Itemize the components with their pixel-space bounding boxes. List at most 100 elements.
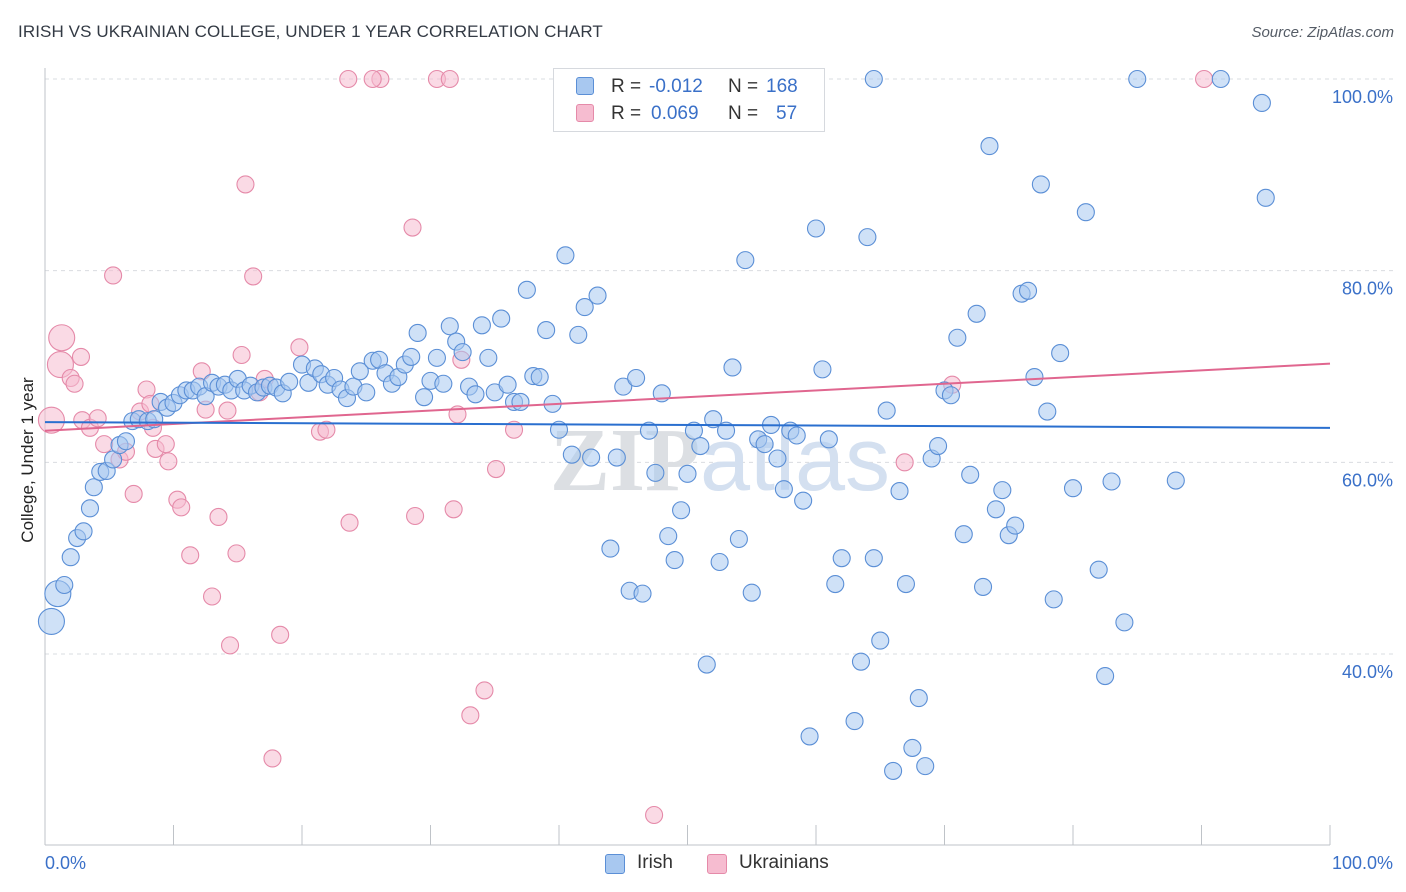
irish-point (415, 388, 434, 407)
irish-swatch (576, 77, 594, 95)
irish-point (1102, 472, 1121, 491)
irish-point (826, 574, 845, 594)
y-axis-label: College, Under 1 year (18, 377, 37, 543)
irish-point (549, 420, 569, 439)
irish-point (84, 478, 103, 497)
irish-point (884, 761, 903, 780)
ukrainians-point (504, 420, 524, 439)
irish-point (871, 631, 890, 650)
legend-irish-swatch (605, 854, 625, 874)
irish-point (768, 449, 787, 468)
irish-point (434, 374, 453, 393)
irish-points (37, 69, 1275, 780)
ukrainians-point (244, 267, 263, 286)
ukrainians-point (406, 506, 425, 526)
legend-ukrainians-swatch (707, 854, 727, 874)
irish-point (832, 549, 851, 568)
irish-point (1096, 666, 1115, 686)
irish-point (1063, 479, 1083, 498)
irish-point (697, 655, 716, 674)
ukrainians-point (645, 805, 664, 825)
ukrainians-swatch (576, 104, 594, 122)
irish-point (1038, 402, 1057, 421)
ukrainians-point (104, 266, 123, 285)
ukrainians-point (88, 409, 107, 428)
irish-point (877, 401, 896, 420)
irish-point (646, 463, 665, 482)
irish-point (845, 712, 864, 731)
n-value: 168 (766, 76, 798, 97)
stats-row-ukrainians: R = 0.069 N = 57 (554, 101, 824, 127)
irish-point (896, 574, 916, 594)
irish-point (890, 482, 909, 501)
irish-point (909, 689, 928, 708)
irish-point (1044, 590, 1063, 609)
irish-point (948, 328, 967, 347)
ukrainians-point (340, 513, 359, 532)
ukrainians-point (317, 420, 336, 439)
irish-point (588, 286, 607, 305)
irish-point (710, 552, 729, 572)
irish-point (723, 358, 742, 377)
irish-point (1211, 69, 1230, 89)
ukrainians-point (218, 401, 237, 420)
irish-point (742, 583, 761, 602)
irish-point (633, 584, 652, 603)
irish-point (672, 501, 691, 520)
irish-point (659, 527, 678, 546)
trend-layer (44, 362, 1331, 432)
irish-point (639, 421, 659, 440)
irish-point (280, 372, 299, 391)
ukrainians-point (172, 498, 191, 517)
irish-point (678, 464, 697, 483)
irish-point (408, 323, 427, 343)
irish-point (498, 375, 517, 394)
irish-point (517, 280, 536, 299)
ukrainians-point (271, 625, 290, 644)
irish-point (607, 448, 626, 467)
irish-point (1166, 471, 1185, 490)
irish-point (967, 304, 986, 323)
irish-point (1089, 560, 1108, 579)
irish-point (1128, 69, 1147, 89)
irish-point (774, 480, 793, 499)
irish-point (1006, 516, 1025, 535)
irish-trend-line (44, 421, 1331, 429)
irish-point (562, 445, 581, 464)
irish-point (569, 325, 588, 344)
ukrainians-point (486, 459, 506, 479)
ukrainians-trend-line (44, 362, 1331, 432)
irish-point (530, 367, 549, 387)
irish-point (1252, 93, 1271, 113)
irish-point (575, 298, 594, 317)
irish-point (929, 436, 948, 456)
irish-point (787, 426, 806, 445)
ukrainians-point (1195, 69, 1214, 89)
irish-point (864, 549, 883, 568)
irish-point (941, 386, 960, 405)
y-tick-label: 40.0% (1342, 662, 1393, 682)
ukrainians-point (71, 347, 91, 366)
irish-point (402, 347, 421, 366)
irish-point (614, 377, 633, 396)
r-value: -0.012 (649, 76, 703, 97)
irish-point (858, 228, 877, 247)
irish-point (800, 727, 819, 746)
y-tick-label: 60.0% (1342, 470, 1393, 490)
irish-point (806, 219, 826, 238)
irish-point (601, 539, 620, 558)
axes-layer (44, 68, 1331, 846)
irish-point (357, 383, 376, 402)
legend: Irish Ukrainians (605, 852, 845, 876)
irish-point (916, 757, 935, 776)
x-tick-label: 0.0% (45, 853, 86, 873)
irish-point (1025, 367, 1044, 387)
ukrainians-point (37, 406, 65, 434)
ukrainians-point (232, 345, 251, 365)
y-tick-label: 80.0% (1342, 279, 1393, 299)
r-value: 0.069 (651, 103, 699, 124)
legend-irish-label: Irish (637, 852, 673, 873)
irish-point (350, 362, 369, 381)
ukrainians-point (475, 681, 494, 700)
